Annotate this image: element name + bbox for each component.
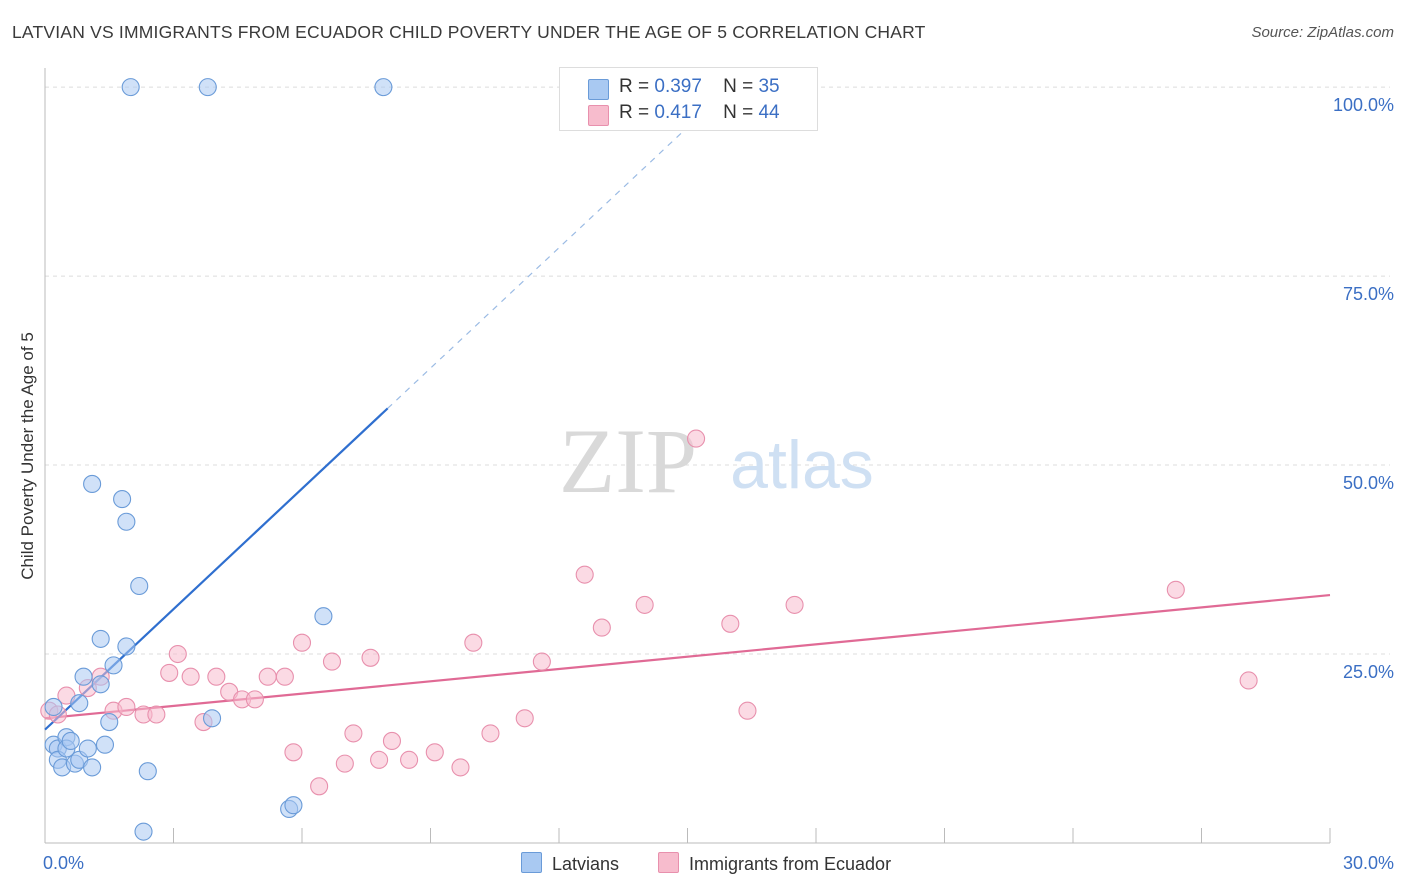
latvians-point (70, 694, 89, 713)
series-legend: Latvians Immigrants from Ecuador (0, 852, 1406, 878)
ecuador-point (322, 652, 342, 671)
ecuador-point (335, 754, 354, 773)
ecuador-point (207, 667, 226, 686)
x-tick-label: 0.0% (43, 853, 84, 873)
ecuador-point (464, 633, 483, 652)
ecuador-point (400, 750, 419, 769)
n-label: N = (723, 76, 754, 97)
latvians-point (134, 822, 153, 841)
ecuador-point (425, 743, 444, 762)
latvians-point (121, 78, 140, 97)
legend-item-latvians[interactable]: Latvians (521, 852, 619, 875)
ecuador-point (575, 565, 594, 584)
latvians-trend-extension (387, 86, 731, 409)
ecuador-swatch (588, 105, 609, 126)
chart-title: LATVIAN VS IMMIGRANTS FROM ECUADOR CHILD… (12, 22, 926, 42)
latvians-point (117, 512, 136, 531)
latvians-point (74, 667, 93, 686)
latvians-legend-swatch (521, 852, 542, 873)
n-label: N = (723, 102, 754, 123)
r-value: 0.397 (654, 76, 702, 97)
latvians-point (138, 762, 157, 781)
ecuador-point (370, 750, 389, 769)
watermark-zip: ZIP (559, 410, 697, 512)
ecuador-point (687, 429, 706, 448)
latvians-point (78, 739, 97, 758)
latvians-point (203, 709, 222, 728)
latvians-swatch (588, 79, 609, 100)
legend-label-latvians: Latvians (552, 854, 620, 874)
ecuador-point (1166, 580, 1185, 599)
stats-text-ecuador: R = 0.417 N = 44 (619, 102, 780, 124)
latvians-point (91, 629, 110, 648)
ecuador-legend-swatch (658, 852, 679, 873)
latvians-point (198, 78, 217, 97)
latvians-point (284, 796, 303, 815)
ecuador-point (721, 614, 740, 633)
ecuador-point (481, 724, 500, 743)
ecuador-point (532, 652, 551, 671)
latvians-point (83, 758, 102, 777)
watermark-atlas: atlas (730, 427, 874, 503)
ecuador-point (284, 743, 303, 762)
y-tick-label: 25.0% (1343, 662, 1394, 682)
watermark: ZIP atlas (559, 410, 874, 512)
stats-text-latvians: R = 0.397 N = 35 (619, 76, 780, 98)
r-label: R = (619, 76, 650, 97)
ecuador-point (592, 618, 611, 637)
r-label: R = (619, 102, 650, 123)
ecuador-point (344, 724, 363, 743)
ecuador-point (275, 667, 294, 686)
ecuador-point (738, 701, 757, 720)
latvians-point (61, 731, 80, 751)
ecuador-point (168, 644, 187, 664)
source-label: Source: ZipAtlas.com (1251, 24, 1394, 41)
latvians-point (113, 490, 132, 509)
ecuador-point (147, 705, 166, 724)
ecuador-point (160, 663, 179, 682)
latvians-point (95, 735, 115, 754)
latvians-point (100, 713, 119, 732)
stats-legend: R = 0.397 N = 35 R = 0.417 N = 44 (559, 67, 818, 131)
ecuador-point (515, 709, 534, 728)
ecuador-point (785, 595, 804, 614)
latvians-point (44, 697, 63, 716)
ecuador-point (258, 667, 277, 686)
legend-label-ecuador: Immigrants from Ecuador (689, 854, 892, 874)
y-tick-label: 100.0% (1333, 95, 1394, 115)
ecuador-point (382, 731, 402, 751)
n-value: 44 (758, 102, 780, 123)
latvians-point (117, 637, 136, 656)
latvians-point (91, 675, 110, 694)
latvians-point (83, 474, 102, 494)
latvians-point (374, 78, 393, 97)
ecuador-point (310, 777, 329, 796)
latvians-point (314, 607, 333, 626)
latvians-point (104, 656, 123, 675)
x-tick-label: 30.0% (1343, 853, 1394, 873)
ecuador-point (117, 697, 136, 716)
y-tick-label: 50.0% (1343, 473, 1394, 493)
ecuador-point (635, 595, 654, 614)
r-value: 0.417 (654, 102, 702, 123)
ecuador-point (1239, 671, 1258, 690)
ecuador-point (292, 633, 312, 652)
n-value: 35 (758, 76, 780, 97)
ecuador-point (181, 667, 200, 686)
ecuador-point (361, 648, 380, 667)
ecuador-point (451, 758, 470, 777)
latvians-point (130, 576, 149, 596)
ecuador-point (245, 690, 264, 709)
y-tick-label: 75.0% (1343, 284, 1394, 304)
legend-item-ecuador[interactable]: Immigrants from Ecuador (658, 852, 891, 875)
